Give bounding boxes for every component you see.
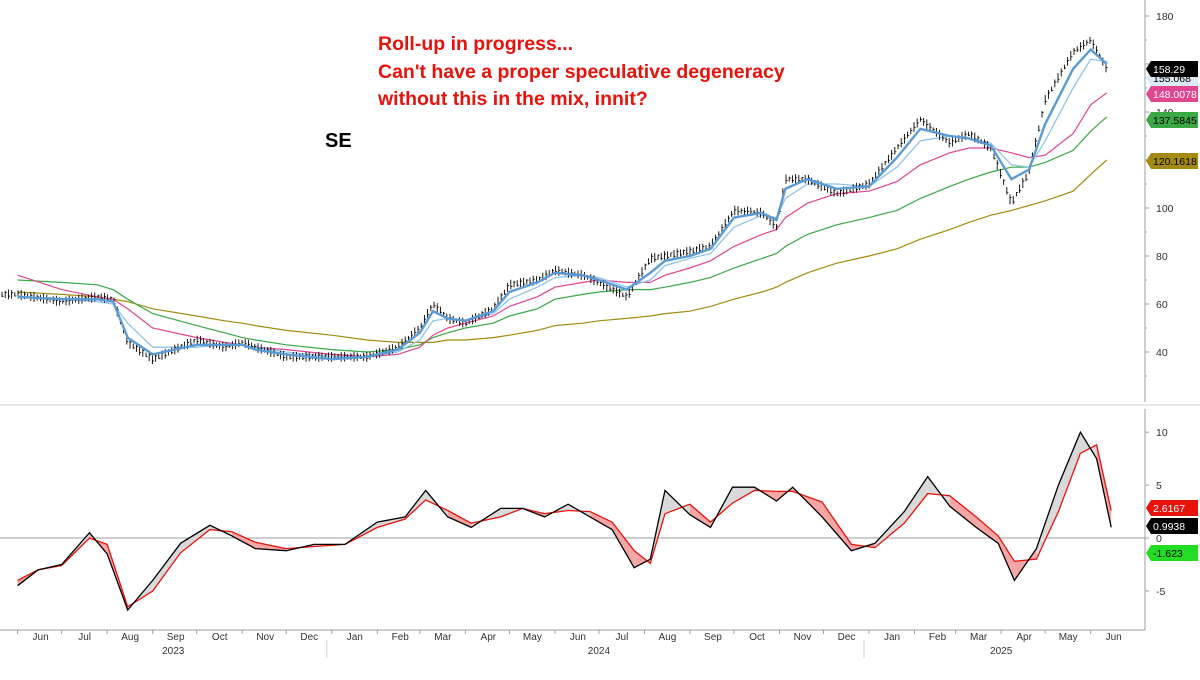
x-month-label: Jan [347, 632, 363, 643]
price-y-tick-label: 180 [1156, 11, 1174, 23]
series-osc-signal [17, 443, 1112, 608]
x-month-label: Jun [1106, 632, 1122, 643]
osc-fill-group [17, 432, 1112, 611]
x-month-label: Sep [167, 632, 185, 643]
osc-fill [1096, 444, 1112, 528]
osc-y-tick-label: 5 [1156, 480, 1162, 492]
osc-fill [1036, 485, 1059, 560]
x-year-label: 2023 [162, 646, 185, 657]
x-month-label: Jun [570, 632, 586, 643]
osc-fill [180, 525, 210, 553]
last-value-tag-osc-line [1146, 518, 1198, 534]
last-value-label-ma-green: 137.5845 [1153, 115, 1197, 127]
x-month-label: Feb [929, 632, 947, 643]
price-y-tick-label: 40 [1156, 347, 1168, 359]
x-month-label: Dec [838, 632, 856, 643]
last-value-tag-green-tag [1146, 545, 1198, 561]
last-value-tag-price [1146, 61, 1198, 77]
annotation-line-3: without this in the mix, innit? [378, 88, 648, 110]
last-value-label-osc-line: 0.9938 [1153, 521, 1185, 533]
osc-fill [822, 502, 852, 551]
x-month-label: Aug [121, 632, 139, 643]
last-value-label-price: 158.29 [1153, 64, 1185, 76]
last-value-label-green-tag: -1.623 [1153, 548, 1183, 560]
ticker-label: SE [325, 130, 352, 152]
x-month-label: Apr [1016, 632, 1032, 643]
x-month-label: Jul [616, 632, 629, 643]
annotation-line-1: Roll-up in progress... [378, 33, 574, 55]
series-ma-gold [17, 159, 1108, 343]
osc-fill [612, 522, 635, 568]
x-month-label: Feb [392, 632, 410, 643]
last-value-tag-ma-pink [1146, 86, 1198, 102]
x-month-label: Apr [481, 632, 497, 643]
osc-fill [689, 504, 711, 528]
price-y-tick-label: 100 [1156, 203, 1174, 215]
osc-y-tick-label: 10 [1156, 427, 1168, 439]
osc-y-tick-label: 0 [1156, 533, 1162, 545]
x-month-label: Mar [434, 632, 452, 643]
last-value-label-osc-signal: 2.6167 [1153, 503, 1185, 515]
x-month-label: Oct [212, 632, 228, 643]
price-y-tick-label: 80 [1156, 251, 1168, 263]
x-month-label: Dec [300, 632, 318, 643]
series-osc-line [17, 430, 1112, 612]
x-month-label: Mar [970, 632, 988, 643]
annotation-line-2: Can't have a proper speculative degenera… [378, 60, 785, 83]
x-month-label: Nov [256, 632, 274, 643]
osc-fill [447, 510, 472, 528]
x-month-label: May [1059, 632, 1078, 643]
osc-y-tick-label: -5 [1156, 586, 1165, 598]
last-value-label-ma-gold: 120.1618 [1153, 156, 1197, 168]
osc-fill [590, 511, 613, 530]
x-month-label: Jul [78, 632, 91, 643]
x-year-label: 2025 [990, 646, 1013, 657]
last-value-tag-ma-gold [1146, 153, 1198, 169]
series-ma-green [17, 116, 1108, 353]
x-month-label: Aug [659, 632, 677, 643]
x-month-label: Sep [704, 632, 722, 643]
last-value-tag-ma-green [1146, 112, 1198, 128]
osc-fill [949, 495, 977, 528]
osc-fill [976, 516, 999, 544]
osc-fill [998, 535, 1015, 581]
osc-fill [1058, 432, 1081, 512]
osc-fill [904, 476, 928, 524]
osc-fill [152, 543, 181, 591]
x-month-label: Jun [33, 632, 49, 643]
osc-fill [874, 511, 905, 548]
osc-fill [732, 487, 755, 504]
series-ma-fast [17, 47, 1108, 361]
x-month-label: Jan [884, 632, 900, 643]
last-value-tag-osc-signal [1146, 500, 1198, 516]
x-month-label: Nov [794, 632, 812, 643]
series-ma-pink [17, 92, 1108, 358]
osc-fill [231, 531, 256, 549]
x-month-label: May [523, 632, 542, 643]
x-month-label: Oct [749, 632, 765, 643]
osc-fill [634, 550, 651, 568]
last-value-label-ma-pink: 148.0078 [1153, 89, 1197, 101]
annotation-text: Roll-up in progress... Can't have a prop… [378, 31, 785, 114]
x-year-label: 2024 [588, 646, 611, 657]
price-y-tick-label: 60 [1156, 299, 1168, 311]
